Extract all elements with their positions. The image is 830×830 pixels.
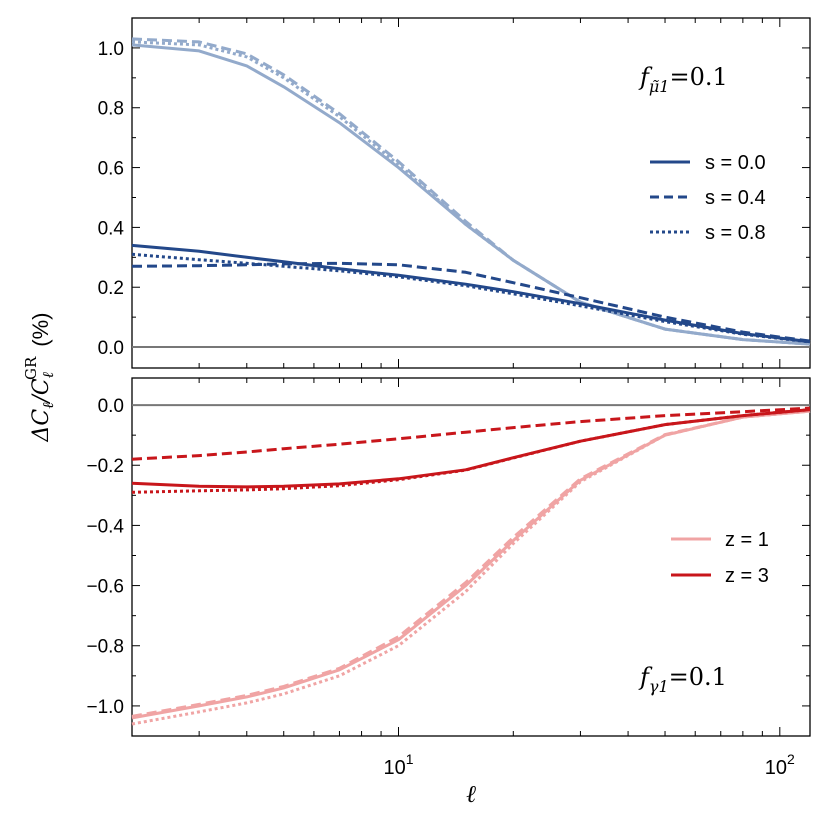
series-line: z = 1, s = 0.4: [131, 409, 811, 718]
top-legend-label-2: s = 0.8: [705, 222, 766, 244]
y-tick-label: 0.2: [98, 278, 124, 299]
y-axis-label: ΔCℓ/CℓGR(%): [22, 313, 57, 443]
ylabel-sup: GR: [22, 356, 40, 380]
y-tick-label: −0.8: [86, 637, 124, 658]
bottom-legend-label-0: z = 1: [725, 529, 769, 551]
x-tick-label-100: 102: [765, 751, 795, 779]
svg-text:ΔCℓ/CℓGR(%): ΔCℓ/CℓGR(%): [22, 313, 57, 443]
bottom-annotation-suffix: =0.1: [669, 663, 727, 691]
y-tick-label: 0.0: [98, 396, 124, 417]
y-tick-label: −0.2: [86, 456, 124, 477]
y-tick-label: 1.0: [98, 39, 124, 60]
y-tick-label: −0.6: [86, 577, 124, 598]
series-line: z = 3, s = 0.4: [131, 261, 811, 343]
top-legend: s = 0.0 s = 0.4 s = 0.8: [650, 152, 766, 244]
bottom-annotation: fγ1=0.1: [638, 663, 727, 696]
bottom-annotation-sub: γ1: [649, 677, 669, 696]
ylabel-slash: /C: [29, 378, 54, 404]
ylabel-delta: ΔC: [29, 409, 54, 443]
ylabel-sub: ℓ: [39, 403, 57, 409]
series-line: z = 1, s = 0.4: [131, 37, 811, 346]
top-legend-label-1: s = 0.4: [705, 187, 766, 209]
top-plot-layer: 0.00.20.40.60.81.0z = 1, s = 0.0z = 1, s…: [98, 18, 811, 368]
series-line: z = 1, s = 0.8: [131, 409, 811, 726]
y-tick-label: 0.4: [98, 218, 125, 239]
bottom-panel-frame: [131, 377, 811, 737]
series-line: z = 3, s = 0.8: [131, 408, 811, 494]
top-annotation-sub: μ̃1: [649, 77, 670, 96]
top-panel: [131, 17, 811, 369]
bottom-legend: z = 1 z = 3: [671, 529, 769, 587]
x-tick-label-100-exp: 2: [787, 751, 795, 767]
top-panel-frame: [131, 17, 811, 369]
x-tick-label-10-exp: 1: [406, 751, 414, 767]
ylabel-unit: (%): [28, 313, 53, 347]
series-line: z = 3, s = 0.4: [131, 406, 811, 461]
bottom-panel: [131, 377, 811, 737]
bottom-plot-layer: −1.0−0.8−0.6−0.4−0.20.0z = 1, s = 0.0z =…: [86, 378, 811, 736]
x-tick-label-10: 101: [383, 751, 413, 779]
series-line: z = 1, s = 0.8: [131, 40, 811, 346]
x-axis-label: ℓ: [466, 780, 476, 808]
top-annotation-suffix: =0.1: [669, 63, 727, 91]
x-tick-label-10-base: 10: [383, 757, 405, 779]
bottom-legend-label-1: z = 3: [725, 565, 769, 587]
ylabel-sub2: ℓ: [39, 372, 57, 378]
x-tick-label-100-base: 10: [765, 757, 787, 779]
y-tick-label: −1.0: [86, 697, 124, 718]
series-line: z = 3, s = 0.8: [131, 252, 811, 344]
y-tick-label: −0.4: [86, 516, 124, 537]
top-legend-label-0: s = 0.0: [705, 152, 766, 174]
y-tick-label: 0.0: [98, 338, 124, 359]
y-tick-label: 0.6: [98, 159, 124, 180]
x-tick-labels: 101 102: [383, 751, 795, 779]
y-tick-label: 0.8: [98, 99, 124, 120]
